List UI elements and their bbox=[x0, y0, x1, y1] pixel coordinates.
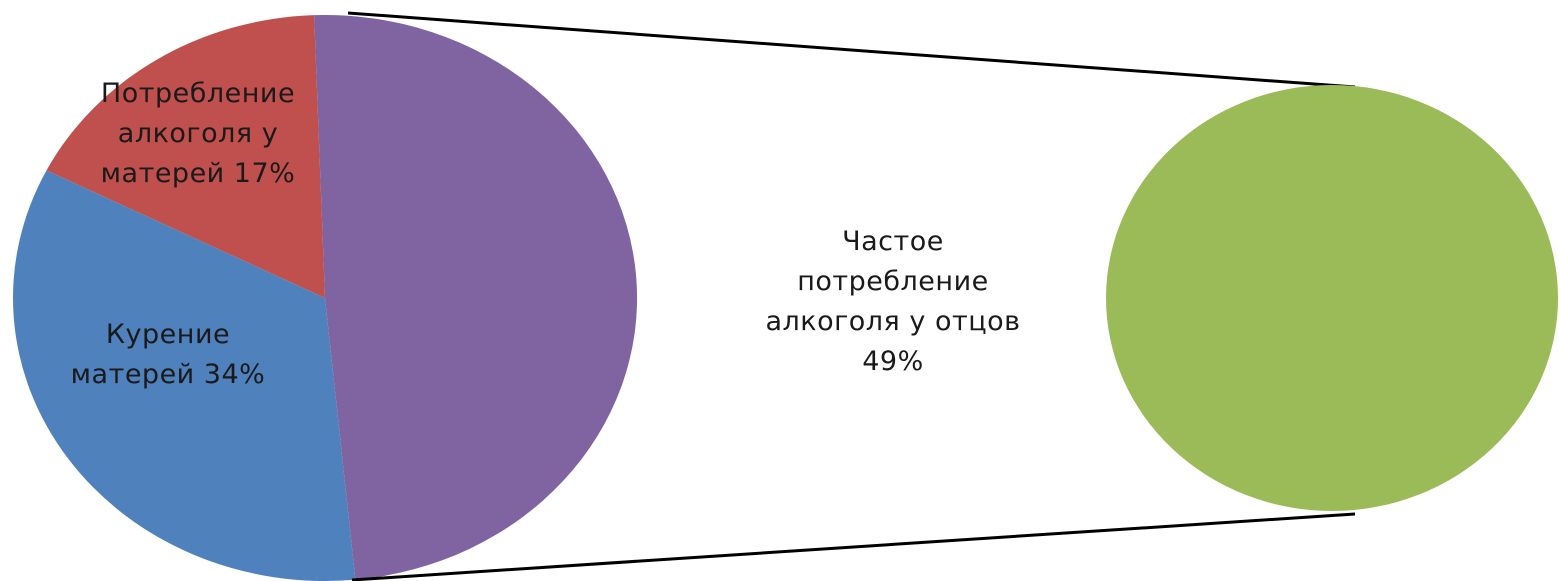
slice-labels: Потребление алкоголя у матерей 17% Курение м… bbox=[71, 78, 1020, 390]
slice-label-line: матерей 34% bbox=[71, 359, 266, 390]
main-pie bbox=[12, 14, 638, 581]
pie-slice-1 bbox=[46, 15, 325, 298]
slice-label-line: Частое bbox=[842, 226, 944, 257]
connector-lines bbox=[347, 11, 1356, 581]
slice-label-line: 49% bbox=[862, 346, 924, 377]
pie-slice-3 bbox=[314, 14, 638, 580]
connector-line-bottom bbox=[351, 512, 1356, 581]
slice-label-3: Частое потребление алкоголя у отцов 49% bbox=[765, 226, 1020, 377]
slice-label-line: алкоголя у отцов bbox=[765, 306, 1020, 337]
slice-label-line: потребление bbox=[797, 266, 988, 297]
slice-label-2: Курение матерей 34% bbox=[71, 319, 266, 390]
slice-label-1: Потребление алкоголя у матерей 17% bbox=[101, 78, 296, 189]
slice-label-line: Курение bbox=[106, 319, 230, 350]
connector-line-top bbox=[347, 11, 1356, 89]
slice-label-line: алкоголя у bbox=[118, 118, 278, 149]
secondary-pie-slice bbox=[1106, 85, 1558, 511]
slice-label-line: матерей 17% bbox=[101, 158, 296, 189]
pie-slice-2 bbox=[12, 170, 356, 581]
secondary-pie bbox=[1106, 85, 1558, 511]
slice-label-line: Потребление bbox=[101, 78, 295, 109]
